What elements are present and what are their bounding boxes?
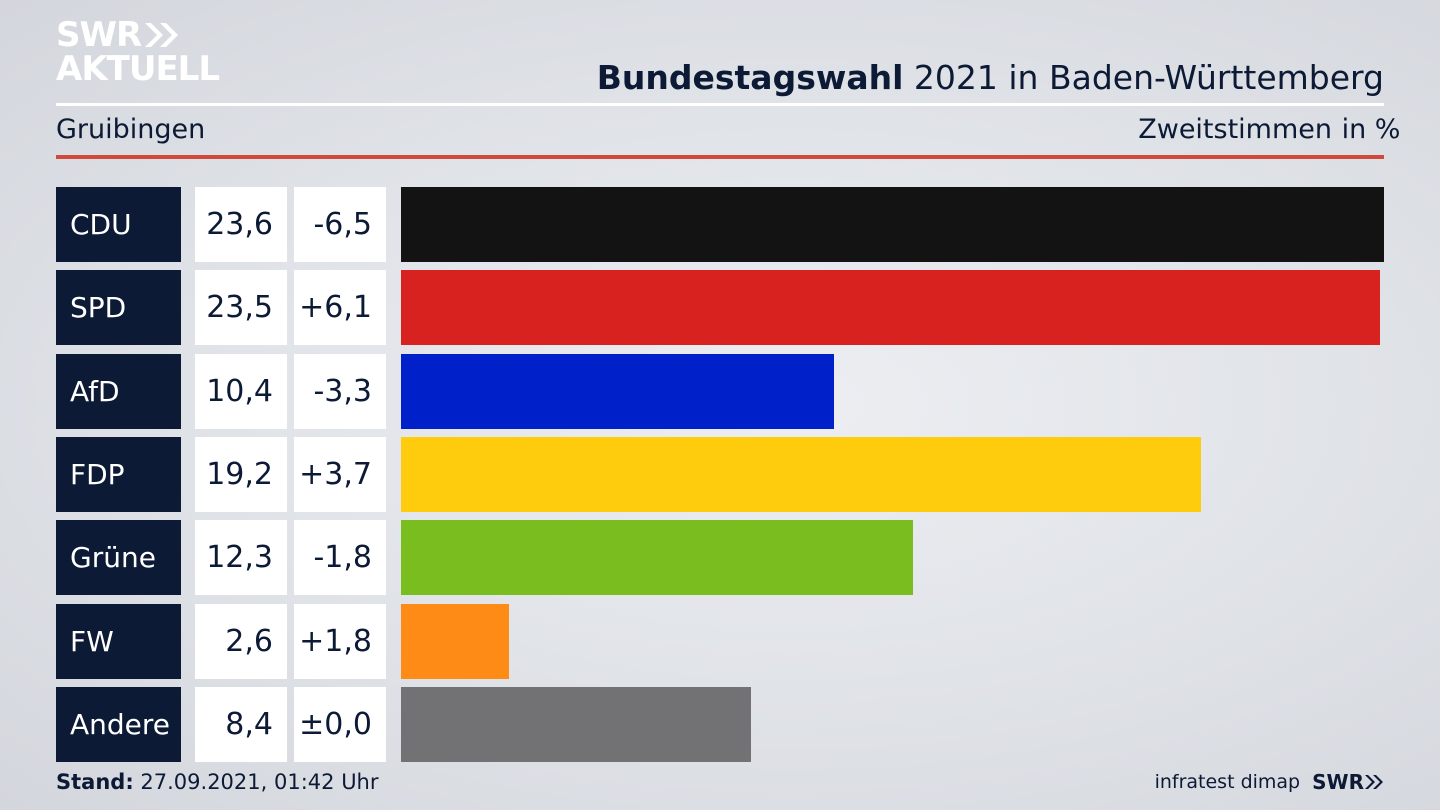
logo-text-aktuell: AKTUELL — [56, 49, 220, 89]
timestamp-label: Stand: — [56, 770, 134, 794]
municipality-label: Gruibingen — [56, 114, 206, 145]
unit-label: in % — [1341, 114, 1401, 145]
party-label: FDP — [56, 436, 181, 512]
vote-share-bar — [401, 686, 751, 762]
change-value: -3,3 — [294, 353, 386, 429]
change-value: -1,8 — [294, 520, 386, 596]
vote-share-bar — [401, 270, 1380, 346]
party-label: CDU — [56, 187, 181, 262]
change-value: +3,7 — [294, 436, 386, 512]
logo-text-swr: SWR — [56, 15, 142, 55]
vote-share-bar — [401, 187, 1384, 262]
swr-footer-logo: SWR — [1312, 770, 1384, 794]
header-divider — [56, 103, 1384, 106]
vote-share-value: 19,2 — [195, 436, 287, 512]
accent-divider — [56, 155, 1384, 159]
party-label: AfD — [56, 353, 181, 429]
chart-title: Bundestagswahl 2021 in Baden-Württemberg — [597, 58, 1384, 97]
vote-share-bar — [401, 436, 1201, 512]
timestamp: Stand: 27.09.2021, 01:42 Uhr — [56, 770, 379, 794]
vote-share-value: 8,4 — [195, 686, 287, 762]
swr-footer-chevrons-icon — [1365, 775, 1383, 789]
party-label: Grüne — [56, 520, 181, 596]
metric-label: Zweitstimmen — [1138, 114, 1332, 145]
vote-share-value: 10,4 — [195, 353, 287, 429]
logo-chevrons-icon — [145, 23, 179, 47]
result-row: FW 2,6 +1,8 — [0, 603, 1440, 679]
change-value: +1,8 — [294, 603, 386, 679]
result-row: Andere 8,4 ±0,0 — [0, 686, 1440, 762]
result-row: SPD 23,5 +6,1 — [0, 270, 1440, 346]
swr-footer-logo-text: SWR — [1312, 770, 1364, 794]
result-row: AfD 10,4 -3,3 — [0, 353, 1440, 429]
change-value: ±0,0 — [294, 686, 386, 762]
vote-share-bar — [401, 603, 509, 679]
party-label: Andere — [56, 686, 181, 762]
vote-share-bar — [401, 353, 834, 429]
chart-title-rest: 2021 in Baden-Württemberg — [913, 58, 1384, 97]
swr-aktuell-logo: SWR AKTUELL — [56, 15, 220, 89]
party-label: SPD — [56, 270, 181, 346]
source-credit: infratest dimap SWR — [1155, 770, 1384, 794]
vote-share-value: 23,5 — [195, 270, 287, 346]
result-row: CDU 23,6 -6,5 — [0, 187, 1440, 262]
source-name: infratest dimap — [1154, 771, 1301, 793]
vote-share-value: 12,3 — [195, 520, 287, 596]
result-row: FDP 19,2 +3,7 — [0, 436, 1440, 512]
vote-share-value: 23,6 — [195, 187, 287, 262]
change-value: -6,5 — [294, 187, 386, 262]
vote-share-value: 2,6 — [195, 603, 287, 679]
timestamp-value: 27.09.2021, 01:42 Uhr — [140, 770, 379, 794]
change-value: +6,1 — [294, 270, 386, 346]
party-label: FW — [56, 603, 181, 679]
vote-share-bar — [401, 520, 913, 596]
result-row: Grüne 12,3 -1,8 — [0, 520, 1440, 596]
chart-title-bold: Bundestagswahl — [596, 58, 904, 97]
